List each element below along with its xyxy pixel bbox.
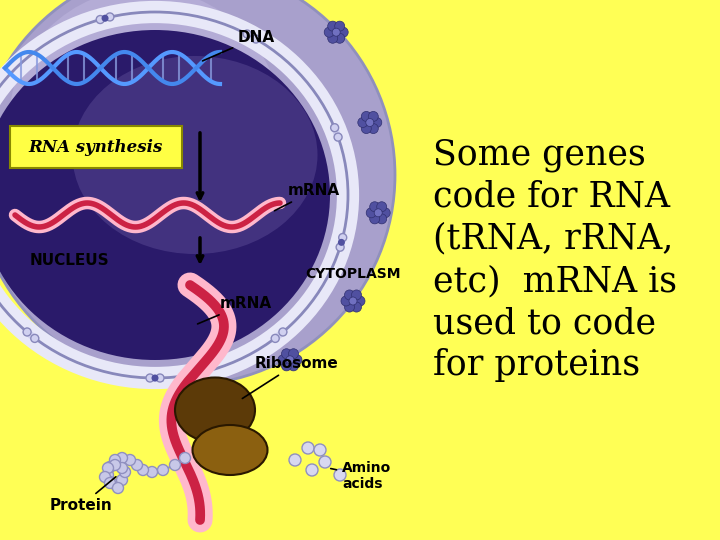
Circle shape — [282, 349, 292, 359]
Circle shape — [374, 209, 382, 217]
Circle shape — [302, 442, 314, 454]
Circle shape — [328, 21, 338, 31]
Circle shape — [146, 467, 158, 477]
Ellipse shape — [0, 30, 330, 360]
Text: Some genes
code for RNA
(tRNA, rRNA,
etc)  mRNA is
used to code
for proteins: Some genes code for RNA (tRNA, rRNA, etc… — [433, 138, 677, 382]
Circle shape — [335, 21, 345, 31]
Circle shape — [132, 460, 143, 470]
Circle shape — [102, 462, 114, 474]
Circle shape — [341, 296, 351, 306]
Circle shape — [377, 202, 387, 212]
Circle shape — [289, 454, 301, 466]
Circle shape — [279, 328, 287, 336]
Circle shape — [282, 361, 292, 371]
Ellipse shape — [9, 0, 282, 261]
Circle shape — [361, 124, 372, 133]
Circle shape — [96, 16, 104, 24]
Circle shape — [23, 328, 31, 336]
Text: RNA synthesis: RNA synthesis — [29, 139, 163, 157]
Text: mRNA: mRNA — [197, 296, 272, 324]
Ellipse shape — [0, 0, 395, 385]
Circle shape — [120, 467, 130, 477]
Circle shape — [110, 480, 122, 490]
Text: DNA: DNA — [202, 30, 275, 61]
Circle shape — [330, 124, 338, 132]
Circle shape — [138, 464, 148, 476]
Text: mRNA: mRNA — [274, 183, 340, 211]
Circle shape — [289, 349, 299, 359]
Circle shape — [335, 33, 345, 43]
Text: Ribosome: Ribosome — [243, 356, 338, 399]
Circle shape — [289, 361, 299, 371]
Circle shape — [243, 30, 251, 38]
Circle shape — [102, 469, 114, 481]
Circle shape — [332, 28, 341, 36]
Circle shape — [369, 202, 379, 212]
Circle shape — [361, 111, 372, 122]
Circle shape — [380, 208, 390, 218]
FancyBboxPatch shape — [10, 126, 182, 168]
Circle shape — [125, 455, 135, 465]
Circle shape — [117, 462, 127, 474]
Circle shape — [102, 15, 109, 22]
Circle shape — [336, 243, 344, 251]
Circle shape — [169, 460, 181, 470]
Circle shape — [99, 471, 110, 483]
Circle shape — [377, 214, 387, 224]
Circle shape — [117, 453, 127, 463]
Circle shape — [324, 27, 334, 37]
Circle shape — [151, 375, 158, 381]
Circle shape — [146, 374, 154, 382]
Circle shape — [372, 118, 382, 127]
Ellipse shape — [192, 425, 268, 475]
Circle shape — [369, 111, 378, 122]
Circle shape — [328, 33, 338, 43]
Text: CYTOPLASM: CYTOPLASM — [305, 267, 400, 281]
Circle shape — [117, 475, 127, 485]
Circle shape — [286, 356, 294, 364]
Text: Protein: Protein — [50, 477, 116, 513]
Circle shape — [179, 453, 191, 463]
Circle shape — [369, 214, 379, 224]
Ellipse shape — [73, 56, 318, 254]
Circle shape — [334, 469, 346, 481]
Circle shape — [104, 477, 115, 489]
Circle shape — [306, 464, 318, 476]
Circle shape — [349, 297, 357, 305]
Circle shape — [112, 483, 124, 494]
Circle shape — [104, 476, 115, 488]
Circle shape — [351, 302, 361, 312]
Circle shape — [344, 290, 354, 300]
Circle shape — [271, 334, 279, 342]
Circle shape — [366, 208, 377, 218]
Circle shape — [358, 118, 368, 127]
Circle shape — [334, 133, 342, 141]
Circle shape — [31, 334, 39, 342]
Circle shape — [314, 444, 326, 456]
Circle shape — [158, 464, 168, 476]
Circle shape — [278, 355, 288, 365]
Circle shape — [338, 27, 348, 37]
Circle shape — [109, 455, 120, 465]
Text: Amino
acids: Amino acids — [330, 461, 391, 491]
Circle shape — [109, 460, 120, 470]
Circle shape — [344, 302, 354, 312]
Circle shape — [319, 456, 331, 468]
Circle shape — [292, 355, 302, 365]
Circle shape — [355, 296, 365, 306]
Circle shape — [351, 290, 361, 300]
Circle shape — [369, 124, 378, 133]
Circle shape — [104, 462, 115, 472]
Circle shape — [338, 239, 345, 246]
Text: NUCLEUS: NUCLEUS — [30, 253, 109, 268]
Circle shape — [338, 233, 347, 241]
Ellipse shape — [175, 377, 255, 442]
Circle shape — [106, 13, 114, 21]
Circle shape — [156, 374, 164, 382]
Circle shape — [366, 118, 374, 126]
Circle shape — [252, 35, 260, 43]
